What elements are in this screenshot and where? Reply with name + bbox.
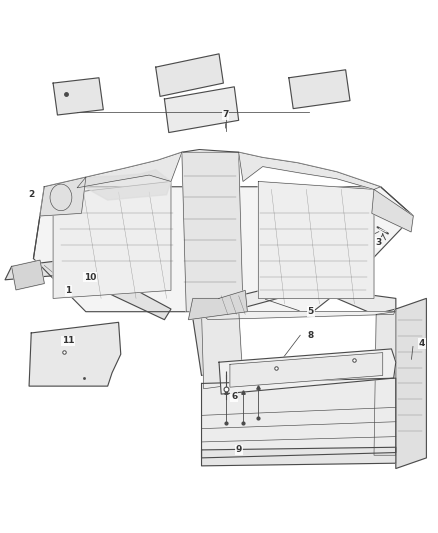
Polygon shape xyxy=(374,312,396,455)
Text: 6: 6 xyxy=(231,392,237,401)
Text: 11: 11 xyxy=(62,336,74,345)
Polygon shape xyxy=(182,152,243,312)
Polygon shape xyxy=(258,181,374,298)
Polygon shape xyxy=(86,169,171,200)
Text: 3: 3 xyxy=(375,238,381,247)
Polygon shape xyxy=(219,349,396,394)
Polygon shape xyxy=(201,378,396,458)
Polygon shape xyxy=(396,298,426,469)
Polygon shape xyxy=(5,259,171,320)
Polygon shape xyxy=(372,189,413,232)
Text: 1: 1 xyxy=(65,286,71,295)
Polygon shape xyxy=(201,309,396,320)
Polygon shape xyxy=(12,260,44,290)
Polygon shape xyxy=(191,285,396,314)
Polygon shape xyxy=(53,181,171,298)
Polygon shape xyxy=(29,322,121,386)
Polygon shape xyxy=(289,70,350,109)
Polygon shape xyxy=(77,152,182,188)
Text: 7: 7 xyxy=(223,110,229,119)
Polygon shape xyxy=(191,296,239,375)
Text: 4: 4 xyxy=(419,339,425,348)
Text: 5: 5 xyxy=(307,307,314,316)
Polygon shape xyxy=(53,78,103,115)
Text: 8: 8 xyxy=(307,331,314,340)
Polygon shape xyxy=(201,447,396,466)
Polygon shape xyxy=(201,309,243,389)
Polygon shape xyxy=(230,353,383,387)
Text: 2: 2 xyxy=(28,190,34,199)
Polygon shape xyxy=(33,187,413,312)
Polygon shape xyxy=(188,290,247,320)
Text: 9: 9 xyxy=(236,446,242,455)
Polygon shape xyxy=(164,87,239,133)
Polygon shape xyxy=(239,152,381,189)
Polygon shape xyxy=(155,54,223,96)
Polygon shape xyxy=(40,177,86,216)
Text: 10: 10 xyxy=(84,273,96,281)
